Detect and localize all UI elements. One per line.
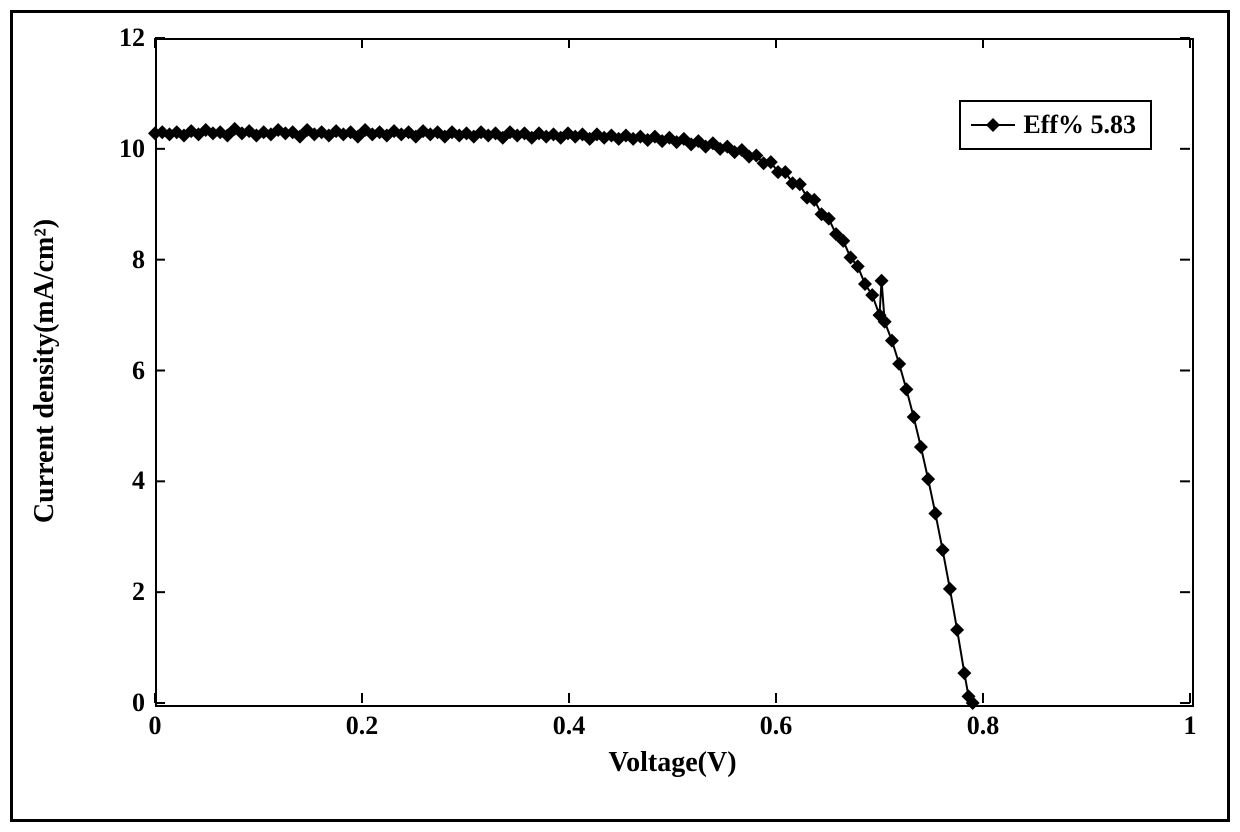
x-tick-label: 0: [149, 711, 162, 741]
y-tick-label: 10: [85, 134, 145, 164]
x-tick-label: 0.6: [760, 711, 793, 741]
x-tick-label: 0.8: [967, 711, 1000, 741]
y-axis-label: Current density(mA/cm²): [29, 218, 61, 522]
chart-container: Voltage(V) Current density(mA/cm²) Eff% …: [0, 0, 1240, 832]
x-tick-label: 1: [1184, 711, 1197, 741]
legend-marker: [971, 116, 1015, 134]
legend: Eff% 5.83: [959, 100, 1152, 150]
y-tick-label: 2: [85, 577, 145, 607]
y-tick-label: 8: [85, 245, 145, 275]
y-tick-label: 0: [85, 688, 145, 718]
legend-text: Eff% 5.83: [1023, 110, 1136, 140]
y-tick-label: 4: [85, 466, 145, 496]
x-axis-label: Voltage(V): [608, 747, 736, 779]
y-tick-label: 12: [85, 23, 145, 53]
x-tick-label: 0.2: [346, 711, 379, 741]
y-tick-label: 6: [85, 356, 145, 386]
x-tick-label: 0.4: [553, 711, 586, 741]
